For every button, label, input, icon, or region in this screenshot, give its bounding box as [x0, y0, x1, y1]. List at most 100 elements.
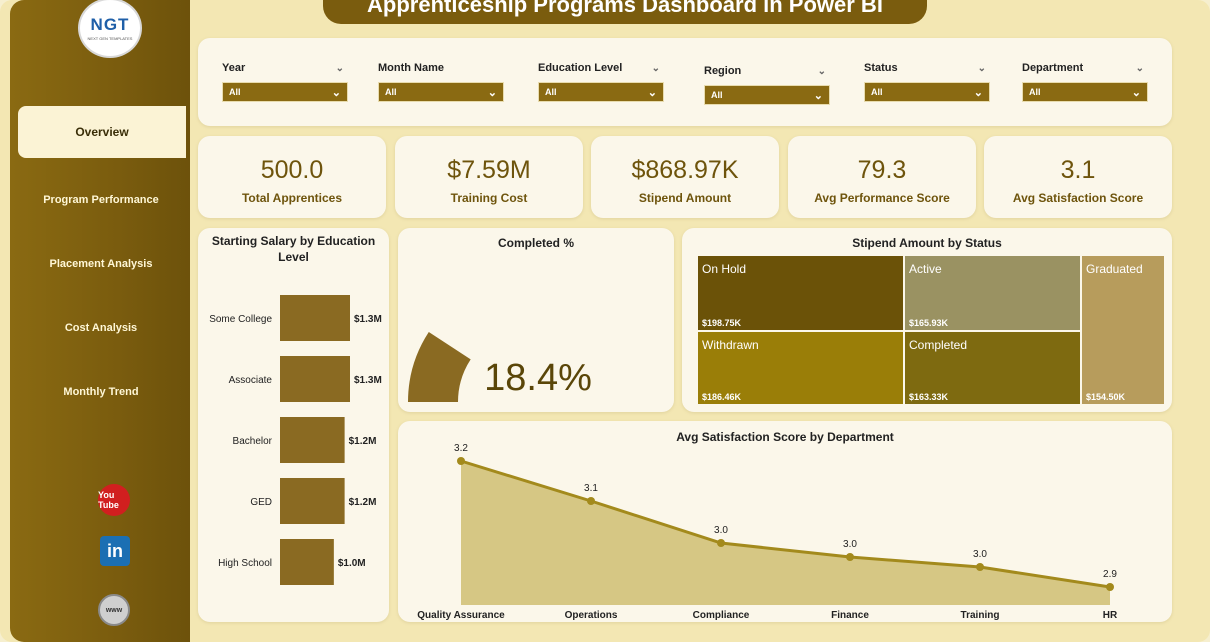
satisfaction-point[interactable]: [1106, 583, 1114, 591]
chevron-down-icon: ⌄: [647, 86, 657, 99]
linkedin-icon[interactable]: in: [100, 536, 130, 566]
satisfaction-point[interactable]: [587, 497, 595, 505]
chevron-down-icon: ⌄: [973, 86, 983, 99]
kpi-label: Avg Performance Score: [814, 191, 950, 205]
satisfaction-point[interactable]: [846, 553, 854, 561]
filter-year: Year ⌄ All ⌄: [222, 60, 348, 102]
salary-category-label: Bachelor: [233, 436, 273, 447]
kpi-label: Stipend Amount: [638, 191, 732, 205]
filter-label: Education Level: [538, 62, 623, 74]
satisfaction-value-label: 3.0: [973, 549, 987, 560]
treemap-cell-on-hold[interactable]: On Hold $198.75K: [698, 256, 903, 330]
kpi-value: 500.0: [260, 156, 324, 184]
treemap-category-label: Completed: [909, 338, 968, 352]
stipend-treemap: On Hold $198.75K Withdrawn $186.46K Active $1…: [698, 256, 1164, 404]
filter-label: Year: [222, 62, 246, 74]
kpi-training-cost: $7.59M Training Cost: [395, 136, 583, 218]
filter-label: Region: [704, 65, 742, 77]
month-select[interactable]: All ⌄: [378, 82, 504, 102]
treemap-category-label: Withdrawn: [702, 338, 759, 352]
chevron-down-icon: ⌄: [487, 86, 497, 99]
satisfaction-point[interactable]: [457, 457, 465, 465]
treemap-cell-graduated[interactable]: Graduated $154.50K: [1082, 256, 1164, 404]
satisfaction-chart-card: Avg Satisfaction Score by Department 3.2…: [398, 421, 1172, 622]
filter-label: Status: [864, 62, 898, 74]
nav-cost-analysis[interactable]: Cost Analysis: [64, 322, 138, 334]
completed-gauge: 18.4%: [408, 332, 592, 402]
website-icon[interactable]: www: [98, 594, 130, 626]
filter-label: Month Name: [378, 62, 444, 74]
gauge-value-label: 18.4%: [484, 357, 592, 399]
salary-bar[interactable]: [280, 356, 350, 402]
satisfaction-line: [460, 459, 1111, 589]
satisfaction-category-label: Compliance: [693, 610, 750, 621]
salary-bar[interactable]: [280, 478, 345, 524]
treemap-cell-withdrawn[interactable]: Withdrawn $186.46K: [698, 332, 903, 404]
completed-gauge-card: Completed % 18.4%: [398, 228, 674, 412]
filter-department: Department ⌄ All ⌄: [1022, 60, 1148, 102]
select-value: All: [385, 87, 397, 97]
treemap-value-label: $165.93K: [909, 318, 949, 328]
salary-category-label: GED: [250, 497, 272, 508]
chevron-down-icon: ⌄: [813, 89, 823, 102]
satisfaction-value-label: 2.9: [1103, 569, 1117, 580]
education-select[interactable]: All ⌄: [538, 82, 664, 102]
satisfaction-title: Avg Satisfaction Score by Department: [676, 430, 894, 444]
select-value: All: [711, 90, 723, 100]
dashboard-title: Apprenticeship Programs Dashboard in Pow…: [367, 0, 883, 17]
treemap-value-label: $163.33K: [909, 392, 949, 402]
nav-overview[interactable]: Overview: [18, 106, 186, 158]
nav-placement-analysis[interactable]: Placement Analysis: [49, 258, 153, 270]
treemap-value-label: $186.46K: [702, 392, 742, 402]
salary-chart-title: Starting Salary by Education Level: [211, 234, 376, 264]
nav-program-performance[interactable]: Program Performance: [43, 194, 159, 206]
salary-chart-card: Starting Salary by Education Level Some …: [198, 228, 389, 622]
satisfaction-area: [461, 461, 1110, 605]
youtube-icon[interactable]: You Tube: [98, 484, 130, 516]
year-select[interactable]: All ⌄: [222, 82, 348, 102]
chevron-down-icon[interactable]: ⌄: [977, 62, 986, 74]
salary-value-label: $1.3M: [354, 375, 382, 386]
select-value: All: [1029, 87, 1041, 97]
chevron-down-icon[interactable]: ⌄: [651, 62, 660, 74]
salary-bar[interactable]: [280, 295, 350, 341]
satisfaction-area-chart: 3.2 Quality Assurance 3.1 Operations 3.0 Comp…: [417, 443, 1118, 621]
kpi-label: Avg Satisfaction Score: [1012, 191, 1144, 205]
treemap-cell-completed[interactable]: Completed $163.33K: [905, 332, 1080, 404]
select-value: All: [545, 87, 557, 97]
gauge-fill[interactable]: [408, 332, 471, 402]
chevron-down-icon: ⌄: [331, 86, 341, 99]
stipend-treemap-card: Stipend Amount by Status On Hold $198.75K…: [682, 228, 1172, 412]
nav-monthly-trend[interactable]: Monthly Trend: [63, 386, 139, 398]
ngt-logo: NGT NEXT GEN TEMPLATES: [78, 0, 142, 58]
salary-category-label: High School: [218, 558, 272, 569]
treemap-cell-active[interactable]: Active $165.93K: [905, 256, 1080, 330]
salary-bar[interactable]: [280, 539, 334, 585]
chevron-down-icon: ⌄: [1131, 86, 1141, 99]
kpi-total-apprentices: 500.0 Total Apprentices: [198, 136, 386, 218]
salary-bar-chart: Some College $1.3M Associate $1.3M Bachelor $…: [209, 295, 382, 585]
department-select[interactable]: All ⌄: [1022, 82, 1148, 102]
chevron-down-icon[interactable]: ⌄: [1135, 62, 1144, 74]
filter-education-level: Education Level ⌄ All ⌄: [538, 60, 664, 102]
satisfaction-category-label: Training: [961, 610, 1000, 621]
region-select[interactable]: All ⌄: [704, 85, 830, 105]
satisfaction-point[interactable]: [717, 539, 725, 547]
treemap-category-label: Active: [909, 262, 942, 276]
kpi-value: $7.59M: [447, 156, 531, 184]
chevron-down-icon[interactable]: ⌄: [817, 65, 826, 77]
salary-bar[interactable]: [280, 417, 345, 463]
salary-value-label: $1.2M: [349, 436, 377, 447]
treemap-category-label: Graduated: [1086, 262, 1143, 276]
chevron-down-icon[interactable]: ⌄: [335, 62, 344, 74]
dashboard-title-bar: Apprenticeship Programs Dashboard in Pow…: [323, 0, 927, 24]
filter-status: Status ⌄ All ⌄: [864, 60, 990, 102]
satisfaction-category-label: HR: [1103, 610, 1118, 621]
filter-region: Region ⌄ All ⌄: [704, 63, 830, 105]
filter-panel: Year ⌄ All ⌄ Month Name All ⌄ Education Lev…: [198, 38, 1172, 126]
kpi-value: 79.3: [857, 156, 907, 184]
status-select[interactable]: All ⌄: [864, 82, 990, 102]
satisfaction-point[interactable]: [976, 563, 984, 571]
kpi-avg-performance: 79.3 Avg Performance Score: [788, 136, 976, 218]
kpi-avg-satisfaction: 3.1 Avg Satisfaction Score: [984, 136, 1172, 218]
